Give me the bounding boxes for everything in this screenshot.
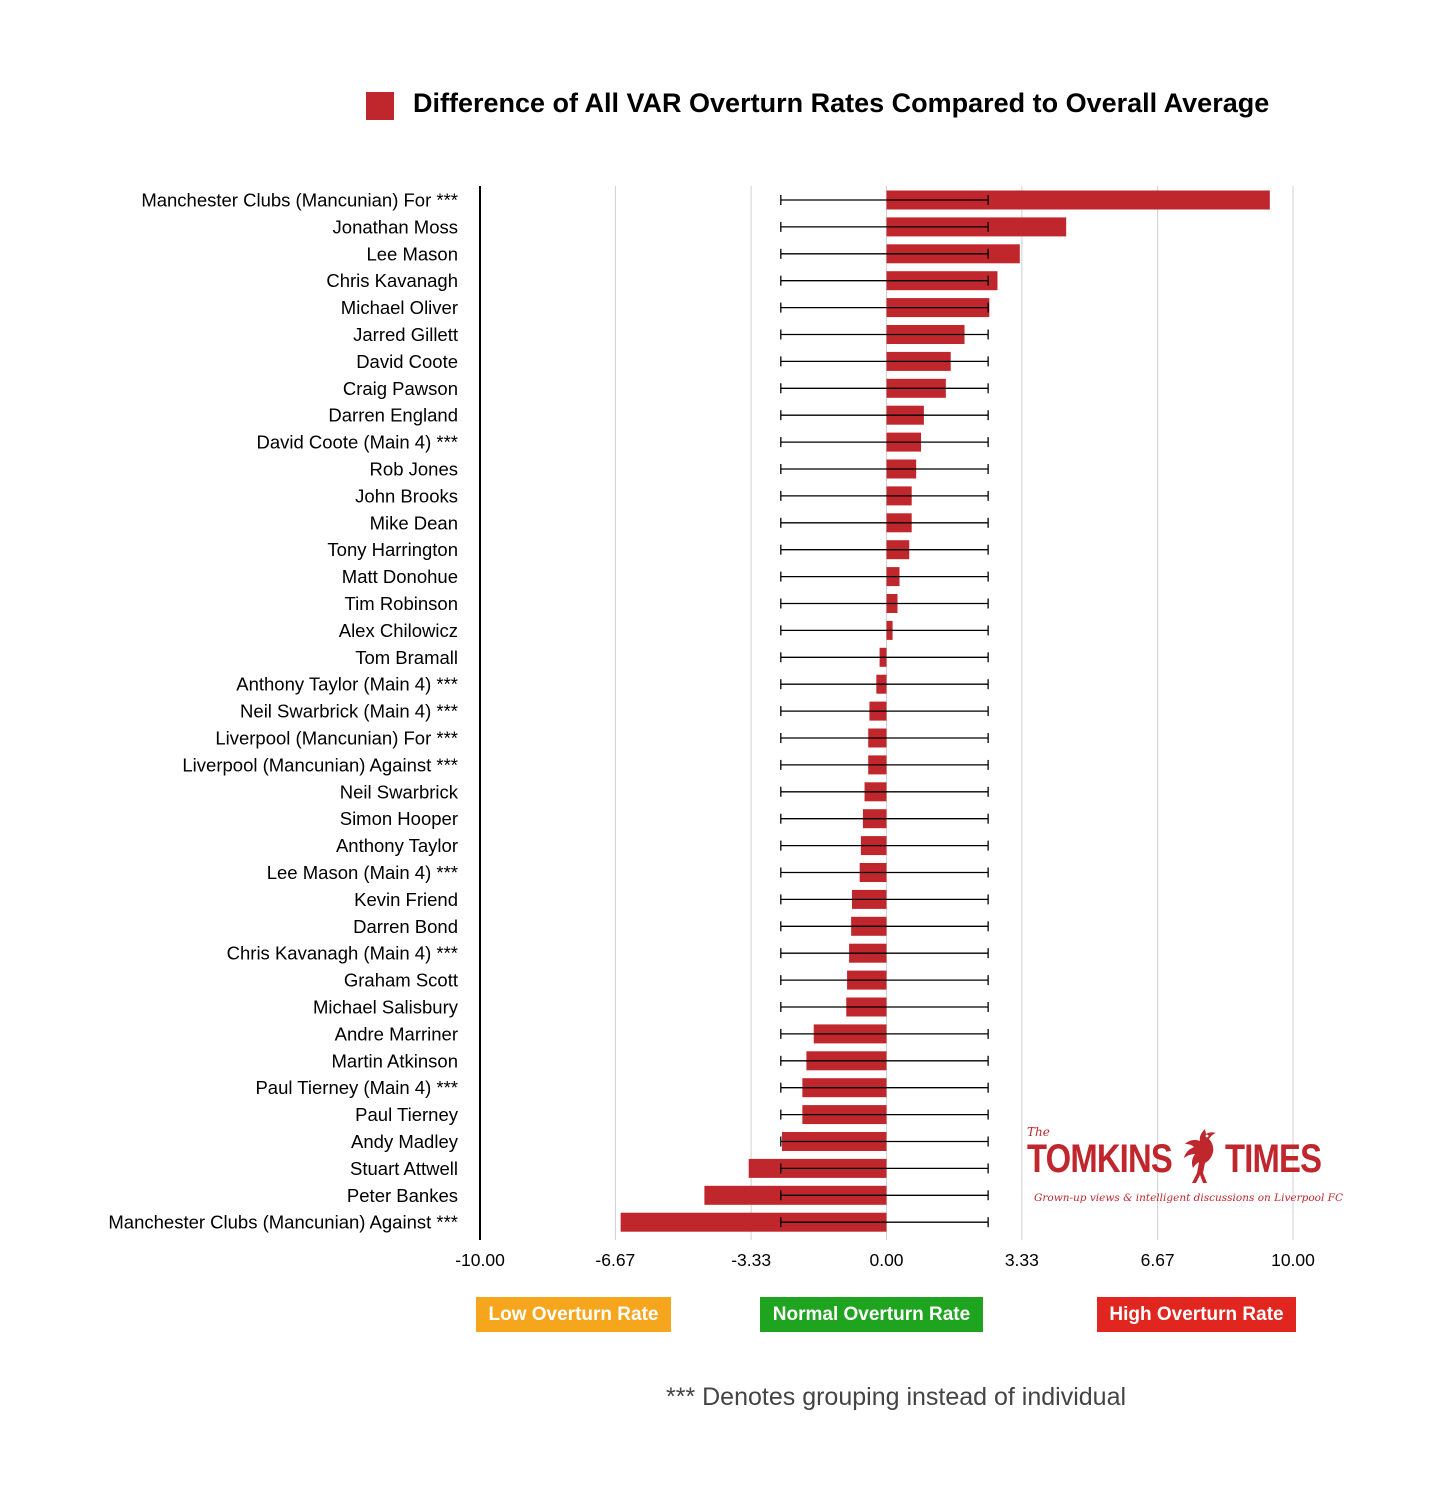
- category-label: Neil Swarbrick (Main 4) ***: [240, 701, 458, 722]
- liver-bird-icon: [1184, 1129, 1216, 1183]
- x-tick-label: -10.00: [455, 1250, 505, 1270]
- logo-word-times: TIMES: [1225, 1137, 1322, 1181]
- category-label: David Coote (Main 4) ***: [256, 432, 458, 453]
- x-tick-label: 6.67: [1141, 1250, 1175, 1270]
- category-label: Anthony Taylor (Main 4) ***: [236, 674, 458, 695]
- category-label: Tony Harrington: [327, 539, 458, 560]
- category-label: Jarred Gillett: [353, 324, 458, 345]
- footnote: *** Denotes grouping instead of individu…: [666, 1383, 1127, 1411]
- x-tick-label: -3.33: [731, 1250, 771, 1270]
- category-label: Graham Scott: [344, 970, 458, 991]
- category-label: Lee Mason (Main 4) ***: [267, 862, 458, 883]
- x-tick-label: 10.00: [1271, 1250, 1315, 1270]
- category-label: Peter Bankes: [347, 1185, 458, 1206]
- category-label: Matt Donohue: [342, 566, 458, 587]
- x-tick-label: 3.33: [1005, 1250, 1039, 1270]
- category-label: Anthony Taylor: [336, 835, 458, 856]
- low-overturn-rate-label: Low Overturn Rate: [476, 1297, 671, 1332]
- category-label: Liverpool (Mancunian) For ***: [215, 728, 458, 749]
- category-label: Andy Madley: [351, 1131, 459, 1152]
- category-label: Chris Kavanagh (Main 4) ***: [227, 943, 458, 964]
- category-labels: Manchester Clubs (Mancunian) For *** Jona…: [108, 190, 458, 1233]
- category-label: Mike Dean: [370, 512, 458, 533]
- category-label: Tim Robinson: [345, 593, 458, 614]
- error-bars: [780, 195, 989, 1228]
- x-tick-labels: -10.00 -6.67 -3.33 0.00 3.33 6.67 10.00: [455, 1250, 1315, 1270]
- high-overturn-rate-label: High Overturn Rate: [1097, 1297, 1296, 1332]
- category-label: Tom Bramall: [355, 647, 458, 668]
- category-label: Chris Kavanagh: [326, 270, 458, 291]
- category-label: Darren England: [328, 405, 458, 426]
- category-label: Jonathan Moss: [333, 216, 458, 237]
- x-tick-label: -6.67: [595, 1250, 635, 1270]
- category-label: Stuart Attwell: [350, 1158, 458, 1179]
- logo-tagline: Grown-up views & intelligent discussions…: [1034, 1192, 1343, 1204]
- legend-title: Difference of All VAR Overturn Rates Com…: [413, 88, 1270, 118]
- category-label: Alex Chilowicz: [339, 620, 458, 641]
- category-label: Craig Pawson: [343, 378, 458, 399]
- logo-the: The: [1027, 1125, 1050, 1139]
- legend-swatch: [366, 92, 394, 120]
- x-tick-label: 0.00: [869, 1250, 903, 1270]
- category-label: Manchester Clubs (Mancunian) Against ***: [108, 1212, 458, 1233]
- category-label: Kevin Friend: [354, 889, 458, 910]
- category-label: Darren Bond: [353, 916, 458, 937]
- category-label: Rob Jones: [370, 459, 458, 480]
- category-label: Martin Atkinson: [332, 1050, 458, 1071]
- category-label: Neil Swarbrick: [340, 781, 459, 802]
- category-label: Andre Marriner: [335, 1023, 458, 1044]
- bar: [886, 190, 1270, 210]
- tomkins-times-logo: The TOMKINS TIMES Grown-up views & intel…: [1025, 1125, 1345, 1210]
- category-label: David Coote: [356, 351, 458, 372]
- category-label: Michael Salisbury: [313, 997, 459, 1018]
- category-label: Paul Tierney: [355, 1104, 459, 1125]
- grid-lines: [614, 186, 1294, 1240]
- normal-overturn-rate-label: Normal Overturn Rate: [760, 1297, 983, 1332]
- category-label: John Brooks: [355, 485, 458, 506]
- category-label: Simon Hooper: [340, 808, 458, 829]
- bar: [620, 1212, 887, 1232]
- category-label: Manchester Clubs (Mancunian) For ***: [141, 190, 458, 211]
- category-label: Lee Mason: [366, 243, 458, 264]
- logo-word-tomkins: TOMKINS: [1027, 1137, 1173, 1181]
- category-label: Paul Tierney (Main 4) ***: [255, 1077, 458, 1098]
- category-label: Michael Oliver: [341, 297, 458, 318]
- category-label: Liverpool (Mancunian) Against ***: [182, 754, 458, 775]
